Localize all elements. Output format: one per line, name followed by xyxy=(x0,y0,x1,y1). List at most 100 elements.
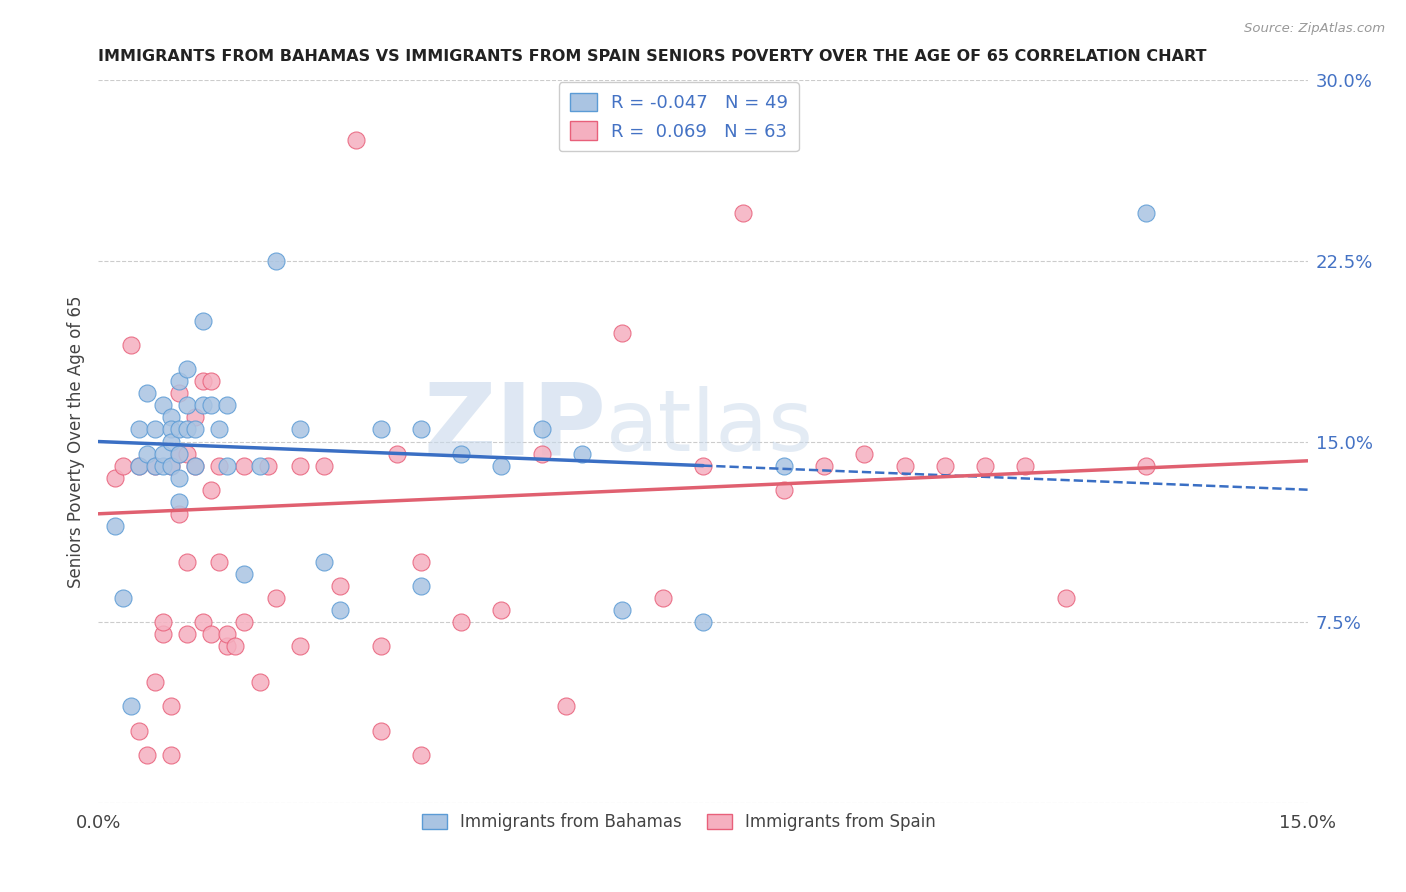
Point xyxy=(217,639,239,653)
Point xyxy=(370,639,392,653)
Point xyxy=(409,747,432,762)
Point xyxy=(329,603,352,617)
Point xyxy=(152,398,174,412)
Point xyxy=(200,374,222,388)
Point xyxy=(217,627,239,641)
Point xyxy=(1054,591,1077,605)
Point xyxy=(491,603,513,617)
Point xyxy=(651,591,673,605)
Point xyxy=(232,567,254,582)
Point xyxy=(288,422,311,436)
Point xyxy=(530,446,553,460)
Point xyxy=(167,446,190,460)
Point xyxy=(450,446,472,460)
Point xyxy=(232,615,254,630)
Point xyxy=(143,675,166,690)
Point xyxy=(249,675,271,690)
Point xyxy=(385,446,408,460)
Point xyxy=(135,747,157,762)
Point xyxy=(128,723,150,738)
Point xyxy=(176,627,198,641)
Point xyxy=(853,446,876,460)
Point xyxy=(167,446,190,460)
Point xyxy=(200,483,222,497)
Point xyxy=(167,507,190,521)
Point xyxy=(208,555,231,569)
Point xyxy=(176,555,198,569)
Legend: Immigrants from Bahamas, Immigrants from Spain: Immigrants from Bahamas, Immigrants from… xyxy=(415,806,942,838)
Point xyxy=(152,627,174,641)
Point xyxy=(193,374,215,388)
Point xyxy=(733,205,755,219)
Point xyxy=(193,615,215,630)
Point xyxy=(184,410,207,425)
Point xyxy=(217,458,239,473)
Point xyxy=(934,458,956,473)
Point xyxy=(692,458,714,473)
Point xyxy=(370,723,392,738)
Point xyxy=(128,458,150,473)
Point xyxy=(128,458,150,473)
Point xyxy=(176,398,198,412)
Text: ZIP: ZIP xyxy=(423,378,606,475)
Point xyxy=(143,458,166,473)
Point xyxy=(288,458,311,473)
Point xyxy=(167,494,190,508)
Point xyxy=(224,639,246,653)
Point xyxy=(193,314,215,328)
Point xyxy=(160,434,183,449)
Point xyxy=(974,458,997,473)
Point xyxy=(208,422,231,436)
Point xyxy=(491,458,513,473)
Point xyxy=(120,699,142,714)
Point xyxy=(167,470,190,484)
Point xyxy=(184,458,207,473)
Point xyxy=(120,338,142,352)
Point xyxy=(160,699,183,714)
Point xyxy=(103,518,125,533)
Point xyxy=(111,591,134,605)
Point xyxy=(176,422,198,436)
Point xyxy=(184,422,207,436)
Point xyxy=(160,747,183,762)
Point xyxy=(176,446,198,460)
Point xyxy=(128,422,150,436)
Point xyxy=(167,374,190,388)
Point xyxy=(152,446,174,460)
Point xyxy=(256,458,278,473)
Point xyxy=(288,639,311,653)
Point xyxy=(193,398,215,412)
Text: atlas: atlas xyxy=(606,385,814,468)
Point xyxy=(208,458,231,473)
Point xyxy=(409,579,432,593)
Point xyxy=(160,422,183,436)
Point xyxy=(1014,458,1036,473)
Point xyxy=(176,362,198,376)
Point xyxy=(160,458,183,473)
Point xyxy=(167,386,190,401)
Point xyxy=(329,579,352,593)
Point xyxy=(571,446,593,460)
Point xyxy=(409,555,432,569)
Point xyxy=(160,410,183,425)
Point xyxy=(813,458,835,473)
Point xyxy=(772,483,794,497)
Point xyxy=(143,422,166,436)
Point xyxy=(167,422,190,436)
Point xyxy=(612,603,634,617)
Point xyxy=(530,422,553,436)
Point xyxy=(314,555,336,569)
Point xyxy=(772,458,794,473)
Point xyxy=(200,627,222,641)
Point xyxy=(264,591,287,605)
Point xyxy=(135,386,157,401)
Point xyxy=(1135,205,1157,219)
Text: IMMIGRANTS FROM BAHAMAS VS IMMIGRANTS FROM SPAIN SENIORS POVERTY OVER THE AGE OF: IMMIGRANTS FROM BAHAMAS VS IMMIGRANTS FR… xyxy=(98,49,1206,64)
Point xyxy=(111,458,134,473)
Point xyxy=(152,615,174,630)
Point xyxy=(344,133,367,147)
Y-axis label: Seniors Poverty Over the Age of 65: Seniors Poverty Over the Age of 65 xyxy=(66,295,84,588)
Point xyxy=(450,615,472,630)
Point xyxy=(692,615,714,630)
Point xyxy=(249,458,271,473)
